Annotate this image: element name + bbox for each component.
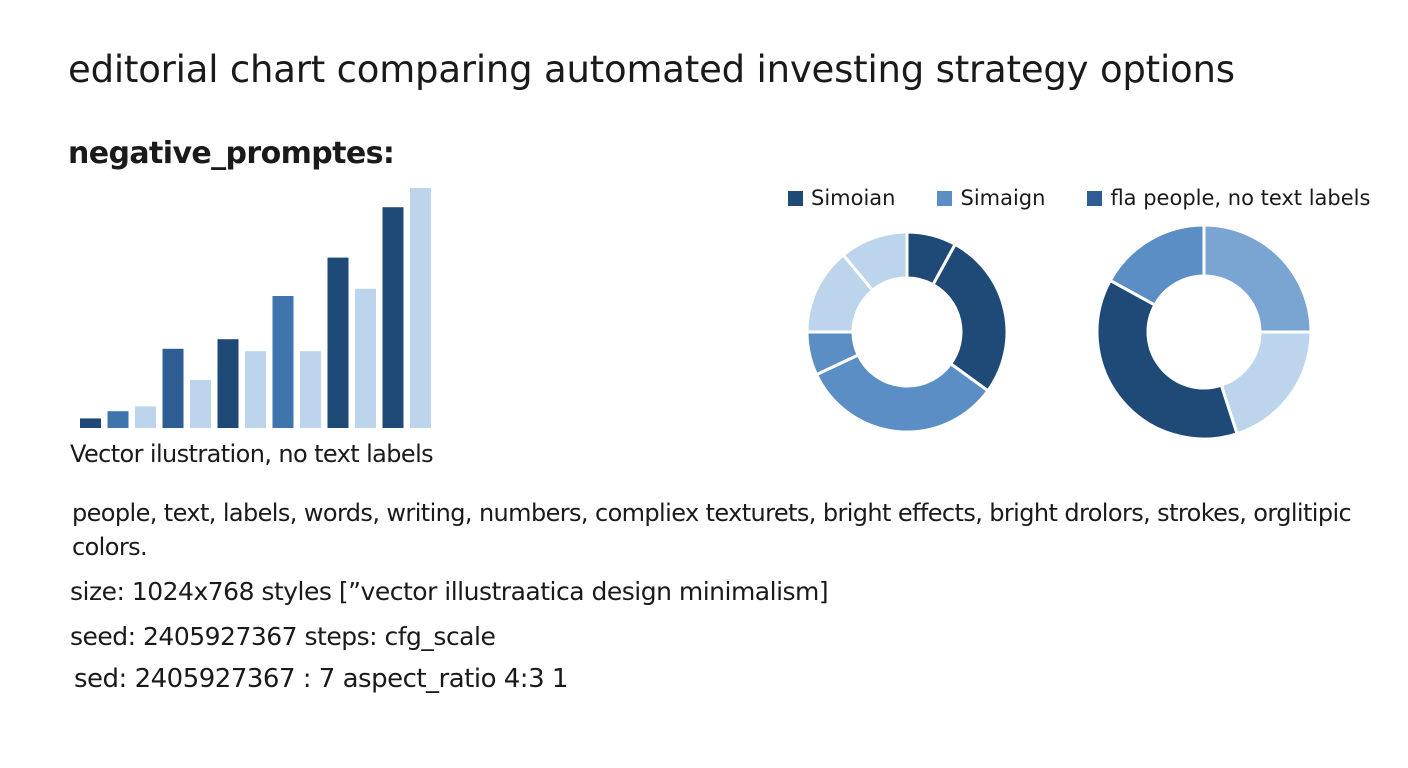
donut-slice xyxy=(1219,330,1313,436)
bar xyxy=(107,411,129,428)
size-styles-line: size: 1024x768 styles [”vector illustraa… xyxy=(70,577,829,606)
legend-item: Simoian xyxy=(788,186,895,210)
legend-label: fla people, no text labels xyxy=(1110,186,1371,210)
bar xyxy=(135,406,156,428)
donut-slice xyxy=(1108,223,1206,308)
bar xyxy=(382,207,404,428)
bar xyxy=(245,351,266,428)
bar xyxy=(410,188,431,428)
donut-slice xyxy=(841,230,909,293)
negative-prompts-text: people, text, labels, words, writing, nu… xyxy=(72,499,1352,561)
bar xyxy=(300,351,321,428)
legend-item: Simaign xyxy=(937,186,1045,210)
bar-chart xyxy=(80,188,431,428)
chart-legend: Simoian Simaign fla people, no text labe… xyxy=(788,186,1370,210)
donut-charts xyxy=(805,223,1313,441)
legend-swatch xyxy=(788,190,803,206)
bar xyxy=(217,339,239,428)
bar xyxy=(272,296,294,428)
negative-prompts-heading: negative_promptes: xyxy=(68,136,395,171)
bar xyxy=(190,380,211,428)
legend-label: Simoian xyxy=(811,186,896,210)
donut-slice xyxy=(1095,278,1239,441)
sed-aspect-line: sed: 2405927367 : 7 aspect_ratio 4:3 1 xyxy=(74,664,568,694)
bar-chart-caption: Vector ilustration, no text labels xyxy=(70,440,434,468)
donut-slice xyxy=(930,242,1009,393)
bar xyxy=(327,257,349,428)
legend-swatch xyxy=(937,190,953,206)
legend-label: Simaign xyxy=(960,186,1046,210)
legend-item: fla people, no text labels xyxy=(1087,186,1370,210)
seed-steps-line: seed: 2405927367 steps: cfg_scale xyxy=(70,622,496,651)
donut-slice xyxy=(814,352,990,434)
legend-swatch xyxy=(1087,190,1103,206)
page-title: editorial chart comparing automated inve… xyxy=(68,48,1235,91)
bar xyxy=(162,348,184,428)
bar xyxy=(80,418,101,428)
donut-slice xyxy=(1202,223,1313,334)
bar xyxy=(355,288,376,428)
